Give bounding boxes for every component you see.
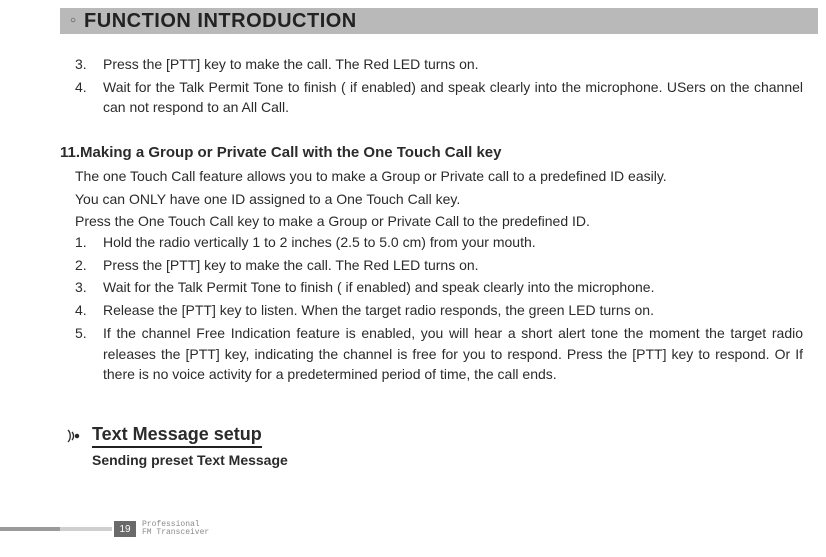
list-item-text: Press the [PTT] key to make the call. Th…	[103, 54, 803, 75]
list-item-text: Wait for the Talk Permit Tone to finish …	[103, 277, 803, 298]
footer-bar-dark	[0, 527, 60, 531]
subsection-11-step-list: 1.Hold the radio vertically 1 to 2 inche…	[75, 232, 803, 387]
list-item-number: 1.	[75, 232, 103, 253]
list-item: 3.Wait for the Talk Permit Tone to finis…	[75, 277, 803, 298]
list-item: 1.Hold the radio vertically 1 to 2 inche…	[75, 232, 803, 253]
text-message-setup-heading-row: Text Message setup	[66, 424, 262, 448]
footer-text: Professional FM Transceiver	[142, 521, 209, 538]
page-number-badge: 19	[114, 521, 136, 537]
list-item-text: Wait for the Talk Permit Tone to finish …	[103, 77, 803, 118]
page-footer: 19 Professional FM Transceiver	[0, 519, 300, 539]
signal-icon	[66, 427, 86, 445]
section-title-bar: ○ FUNCTION INTRODUCTION	[60, 8, 818, 34]
bullet-icon: ○	[70, 16, 76, 26]
subsection-11-intro: The one Touch Call feature allows you to…	[75, 166, 803, 234]
step-list-continued: 3.Press the [PTT] key to make the call. …	[75, 54, 803, 120]
text-message-setup-heading: Text Message setup	[92, 424, 262, 448]
paragraph: Press the One Touch Call key to make a G…	[75, 211, 803, 232]
list-item-text: Press the [PTT] key to make the call. Th…	[103, 255, 803, 276]
list-item-number: 5.	[75, 323, 103, 385]
paragraph: You can ONLY have one ID assigned to a O…	[75, 189, 803, 210]
list-item-number: 3.	[75, 277, 103, 298]
manual-page: ○ FUNCTION INTRODUCTION 3.Press the [PTT…	[0, 0, 826, 557]
list-item-number: 2.	[75, 255, 103, 276]
list-item: 4.Wait for the Talk Permit Tone to finis…	[75, 77, 803, 118]
list-item-text: Hold the radio vertically 1 to 2 inches …	[103, 232, 803, 253]
list-item-text: Release the [PTT] key to listen. When th…	[103, 300, 803, 321]
list-item: 5.If the channel Free Indication feature…	[75, 323, 803, 385]
list-item-text: If the channel Free Indication feature i…	[103, 323, 803, 385]
paragraph: The one Touch Call feature allows you to…	[75, 166, 803, 187]
sending-preset-subheading: Sending preset Text Message	[92, 452, 288, 468]
footer-line-2: FM Transceiver	[142, 529, 209, 537]
list-item-number: 3.	[75, 54, 103, 75]
list-item-number: 4.	[75, 77, 103, 118]
list-item: 2.Press the [PTT] key to make the call. …	[75, 255, 803, 276]
list-item: 3.Press the [PTT] key to make the call. …	[75, 54, 803, 75]
section-title: FUNCTION INTRODUCTION	[84, 10, 357, 33]
subsection-11-heading: 11.Making a Group or Private Call with t…	[60, 144, 502, 161]
list-item-number: 4.	[75, 300, 103, 321]
list-item: 4.Release the [PTT] key to listen. When …	[75, 300, 803, 321]
footer-bar-light	[60, 527, 112, 531]
